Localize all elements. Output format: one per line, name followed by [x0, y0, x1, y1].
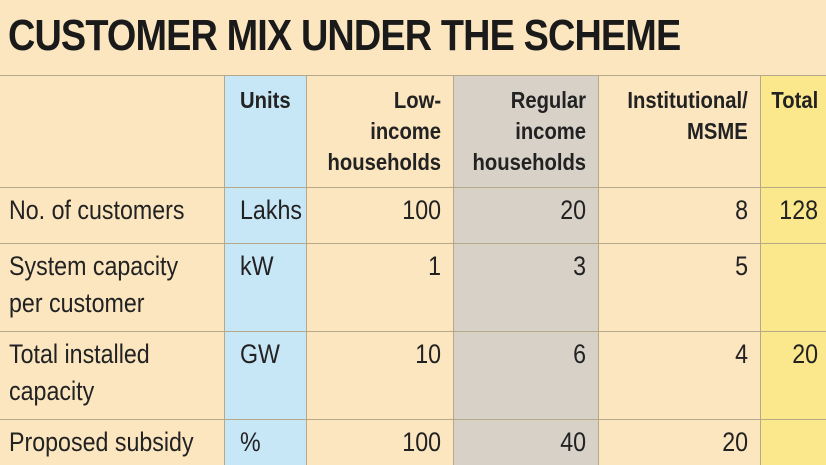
row-label-total-installed-capacity: Total installed capacity	[9, 339, 150, 406]
cell-proposed-subsidy-regular-income: 40	[560, 427, 586, 457]
cell-total-installed-capacity-total: 20	[792, 339, 818, 369]
row-divider	[0, 419, 826, 420]
cell-proposed-subsidy-institutional-msme: 20	[722, 427, 748, 457]
cell-no-of-customers-total: 128	[779, 195, 818, 225]
column-header-regular-income: Regular income households	[472, 87, 586, 175]
cell-total-installed-capacity-low-income: 10	[415, 339, 441, 369]
units-column-highlight	[224, 75, 306, 465]
cell-no-of-customers-units: Lakhs	[240, 195, 302, 225]
column-divider	[760, 75, 761, 465]
cell-total-installed-capacity-units: GW	[240, 339, 280, 369]
cell-no-of-customers-institutional-msme: 8	[735, 195, 748, 225]
column-header-total: Total	[771, 87, 818, 113]
cell-system-capacity-units: kW	[240, 251, 274, 281]
column-divider	[453, 75, 454, 465]
row-label-system-capacity: System capacity per customer	[9, 251, 179, 318]
column-header-institutional-msme: Institutional/ MSME	[627, 87, 748, 144]
cell-total-installed-capacity-regular-income: 6	[573, 339, 586, 369]
cell-system-capacity-low-income: 1	[428, 251, 441, 281]
row-divider	[0, 187, 826, 188]
cell-system-capacity-institutional-msme: 5	[735, 251, 748, 281]
cell-no-of-customers-regular-income: 20	[560, 195, 586, 225]
column-header-units: Units	[240, 87, 291, 113]
row-divider	[0, 243, 826, 244]
row-divider	[0, 75, 826, 76]
row-label-proposed-subsidy: Proposed subsidy	[9, 427, 194, 457]
row-label-no-of-customers: No. of customers	[9, 195, 185, 225]
cell-total-installed-capacity-institutional-msme: 4	[735, 339, 748, 369]
column-divider	[306, 75, 307, 465]
column-divider	[598, 75, 599, 465]
row-divider	[0, 331, 826, 332]
column-divider	[224, 75, 225, 465]
cell-system-capacity-regular-income: 3	[573, 251, 586, 281]
regular-income-column-highlight	[453, 75, 598, 465]
cell-proposed-subsidy-low-income: 100	[402, 427, 441, 457]
total-column-highlight	[760, 75, 826, 465]
cell-proposed-subsidy-units: %	[240, 427, 261, 457]
column-header-low-income: Low- income households	[327, 87, 441, 175]
chart-title: CUSTOMER MIX UNDER THE SCHEME	[8, 11, 681, 60]
cell-no-of-customers-low-income: 100	[402, 195, 441, 225]
